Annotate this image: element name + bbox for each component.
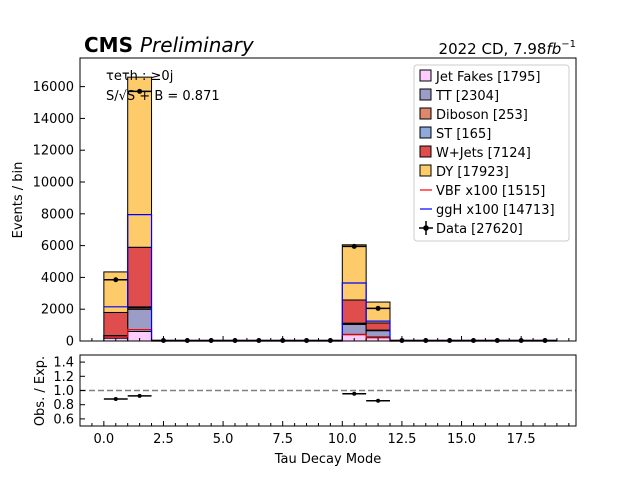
legend-swatch <box>419 107 432 120</box>
legend-data-marker <box>423 225 429 231</box>
legend-swatch <box>419 126 432 139</box>
bar-segment <box>341 244 367 301</box>
ratio-y-tick-label: 1.4 <box>53 356 74 371</box>
cms-label: CMS <box>84 33 133 57</box>
x-tick-label: 15.0 <box>447 432 476 447</box>
main-y-ticks: 0 2000 4000 6000 8000 10000 12000 14000 16000 <box>33 80 85 350</box>
channel-annotation: τeτh : ≥0j <box>106 69 173 84</box>
main-x-ticks <box>91 336 570 341</box>
legend-label: ggH x100 [14713] <box>436 203 555 218</box>
x-tick-label: 5.0 <box>213 432 234 447</box>
legend-label: ST [165] <box>436 127 491 142</box>
ratio-y-tick-label: 1.2 <box>53 370 74 385</box>
legend-label: Data [27620] <box>436 222 523 237</box>
legend-swatch <box>419 145 432 158</box>
legend-swatch <box>419 164 432 177</box>
ratio-y-tick-label: 0.6 <box>53 412 74 427</box>
x-tick-label: 10.0 <box>328 432 357 447</box>
main-plot-frame <box>79 57 577 342</box>
ratio-y-axis-label: Obs. / Exp. <box>33 356 48 426</box>
bar-segment <box>341 299 367 324</box>
main-plot-panel: 0 2000 4000 6000 8000 10000 12000 14000 16000 Ev… <box>11 57 577 350</box>
ratio-points <box>103 391 390 403</box>
y-tick-label: 6000 <box>41 239 74 254</box>
bar-segment <box>127 76 153 248</box>
legend-swatch <box>419 69 432 82</box>
x-tick-label: 7.5 <box>272 432 293 447</box>
x-tick-label: 0.0 <box>94 432 115 447</box>
x-axis-label: Tau Decay Mode <box>274 452 382 467</box>
data-point <box>375 305 381 311</box>
y-tick-label: 12000 <box>33 144 74 159</box>
data-point <box>351 243 357 249</box>
x-tick-label: 17.5 <box>507 432 536 447</box>
bar-segment <box>365 330 391 338</box>
bar-segment <box>103 311 129 337</box>
ratio-point <box>376 398 381 403</box>
y-tick-label: 16000 <box>33 80 74 95</box>
ratio-point <box>113 397 118 402</box>
main-y-axis-label: Events / bin <box>11 162 26 239</box>
bar-segment <box>365 322 391 331</box>
x-tick-label: 12.5 <box>387 432 416 447</box>
legend-label: Diboson [253] <box>436 108 528 123</box>
legend-label: Jet Fakes [1795] <box>435 70 541 85</box>
ratio-point <box>352 391 357 396</box>
data-point <box>137 88 143 94</box>
bar-segment <box>127 246 153 308</box>
legend-label: DY [17923] <box>436 165 509 180</box>
bar-segment <box>341 323 367 336</box>
legend-label: W+Jets [7124] <box>436 146 531 161</box>
legend: Jet Fakes [1795] TT [2304] Diboson [253] ST… <box>413 64 570 242</box>
ratio-y-tick-label: 0.8 <box>53 398 74 413</box>
y-tick-label: 4000 <box>41 271 74 286</box>
ratio-point <box>137 393 142 398</box>
y-tick-label: 10000 <box>33 176 74 191</box>
y-tick-label: 0 <box>66 335 74 350</box>
legend-label: TT [2304] <box>435 89 499 104</box>
y-tick-label: 8000 <box>41 207 74 222</box>
bar-segment <box>365 301 391 324</box>
lumi-label: 2022 CD, 7.98fb−1 <box>439 39 576 58</box>
lumi-main: 2022 CD, 7.98 <box>439 40 547 58</box>
legend-swatch <box>419 88 432 101</box>
ratio-y-ticks: 0.60.81.01.21.4 <box>53 356 85 427</box>
legend-box <box>413 64 570 242</box>
y-tick-label: 14000 <box>33 112 74 127</box>
ratio-y-tick-label: 1.0 <box>53 384 74 399</box>
y-tick-label: 2000 <box>41 303 74 318</box>
x-tick-label: 2.5 <box>153 432 174 447</box>
lumi-unit: fb <box>546 40 561 58</box>
ratio-plot-panel: 0.60.81.01.21.4 0.0 2.5 5.0 7.5 10.0 12.5 15.0… <box>33 354 577 467</box>
preliminary-label: Preliminary <box>140 33 255 57</box>
legend-label: VBF x100 [1515] <box>436 184 545 199</box>
data-point <box>113 277 119 283</box>
ratio-x-ticks: 0.0 2.5 5.0 7.5 10.0 12.5 15.0 17.5 <box>91 421 570 447</box>
significance-annotation: S/√S + B = 0.871 <box>106 89 220 104</box>
lumi-exponent: −1 <box>561 39 576 50</box>
bar-segment <box>127 308 153 332</box>
